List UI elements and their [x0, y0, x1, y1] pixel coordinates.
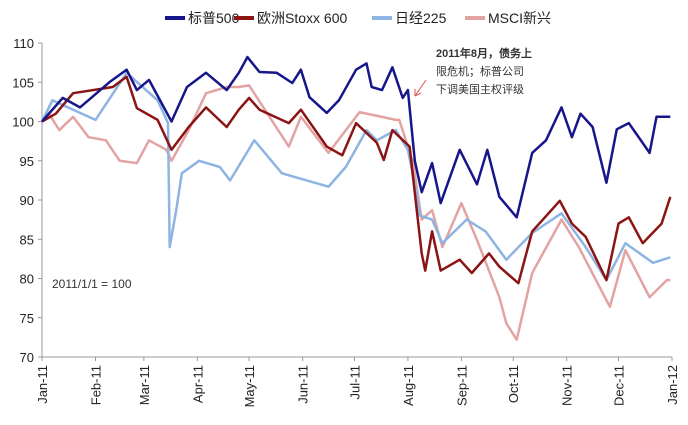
- base-note: 2011/1/1 = 100: [52, 277, 132, 291]
- annotation: 2011年8月，债务上 限危机；标普公司 下调美国主权评级: [414, 46, 532, 97]
- legend-item-stoxx600: 欧洲Stoxx 600: [234, 10, 347, 26]
- series-line-2: [40, 71, 671, 282]
- x-tick-label: Feb-11: [89, 365, 104, 405]
- x-tick-label: Jan-11: [35, 365, 50, 404]
- x-tick-label: Jun-11: [296, 365, 311, 404]
- arrow-head: [414, 89, 422, 97]
- series-line-0: [41, 55, 671, 219]
- annotation-line-2: 限危机；标普公司: [436, 64, 524, 78]
- y-tick-label: 90: [20, 193, 34, 208]
- legend-item-sp500: 标普500: [165, 10, 240, 26]
- y-tick-label: 95: [20, 154, 34, 169]
- annotation-line-3: 下调美国主权评级: [436, 83, 524, 96]
- x-tick-label: Oct-11: [506, 365, 521, 403]
- x-tick-label: Jan-12: [665, 365, 680, 405]
- y-tick-label: 105: [12, 75, 34, 90]
- legend-label-stoxx600: 欧洲Stoxx 600: [257, 10, 347, 26]
- x-tick-label: Jul-11: [347, 365, 362, 399]
- legend-label-msci-em: MSCI新兴: [488, 10, 551, 26]
- series-line-1: [41, 75, 672, 285]
- arrow-shaft: [414, 79, 427, 97]
- x-tick-label: May-11: [242, 365, 257, 407]
- series-lines: [40, 55, 672, 341]
- y-tick-label: 70: [20, 350, 34, 365]
- legend-label-sp500: 标普500: [188, 10, 240, 26]
- x-tick-label: Mar-11: [137, 365, 152, 405]
- x-tick-label: Apr-11: [190, 365, 205, 403]
- y-tick-label: 80: [20, 272, 34, 287]
- legend-item-msci-em: MSCI新兴: [465, 10, 551, 26]
- legend: 标普500 欧洲Stoxx 600 日经225 MSCI新兴: [165, 10, 551, 26]
- y-tick-label: 75: [20, 311, 34, 326]
- y-tick-label: 110: [13, 36, 34, 51]
- legend-item-nikkei225: 日经225: [372, 10, 447, 26]
- axes: 70 75 80 85 90 95 100 105 110 Jan-11 Feb-11 Mar-11 A…: [12, 36, 680, 407]
- y-tick-label: 85: [20, 232, 34, 247]
- legend-label-nikkei225: 日经225: [395, 10, 447, 26]
- annotation-line-1: 2011年8月，债务上: [436, 46, 532, 60]
- y-tick-label: 100: [12, 115, 34, 130]
- x-tick-label: Dec-11: [611, 365, 626, 406]
- x-tick-label: Sep-11: [454, 365, 469, 406]
- series-line-3: [41, 84, 671, 341]
- x-tick-label: Nov-11: [560, 365, 575, 406]
- annotation-arrow: [414, 79, 427, 97]
- x-tick-label: Aug-11: [401, 365, 416, 406]
